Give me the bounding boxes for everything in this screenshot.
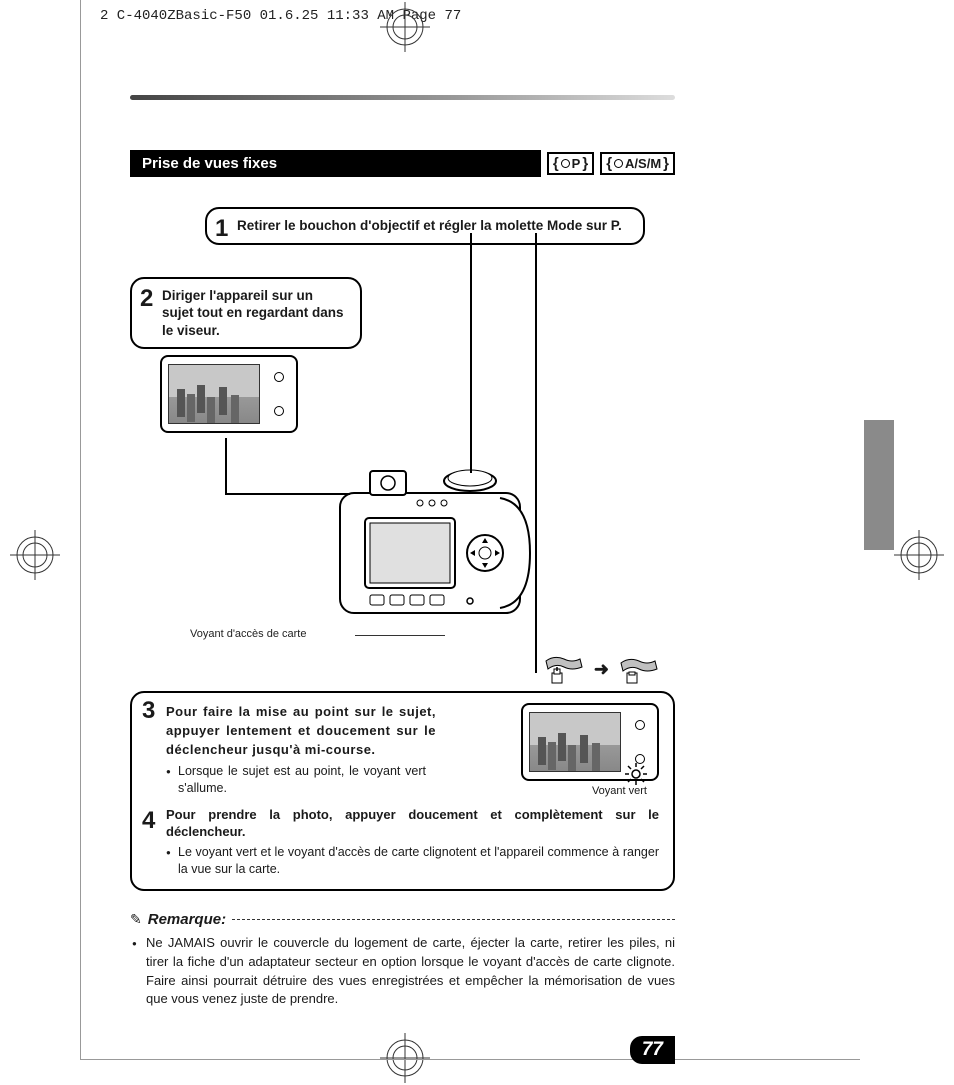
remarque-rule bbox=[232, 919, 675, 920]
step-1-text: Retirer le bouchon d'objectif et régler … bbox=[237, 218, 622, 233]
step-4-bullet: Le voyant vert et le voyant d'accès de c… bbox=[166, 844, 659, 879]
camera-illustration-area: Voyant d'accès de carte bbox=[130, 453, 675, 653]
viewfinder-illustration bbox=[160, 355, 298, 433]
green-led-label: Voyant vert bbox=[592, 785, 647, 797]
mode-badge-asm: {A/S/M} bbox=[600, 152, 675, 175]
section-title: Prise de vues fixes bbox=[130, 150, 541, 177]
section-header: Prise de vues fixes {P} {A/S/M} bbox=[130, 150, 675, 177]
pencil-icon: ✎ bbox=[130, 911, 142, 928]
step-1-number: 1 bbox=[215, 213, 228, 244]
step-2-box: 2 Diriger l'appareil sur un sujet tout e… bbox=[130, 277, 362, 350]
registration-mark-right bbox=[894, 530, 944, 580]
connector-1 bbox=[225, 438, 227, 493]
gradient-rule bbox=[130, 95, 675, 100]
page-content: Prise de vues fixes {P} {A/S/M} 1 Retire… bbox=[130, 95, 675, 1009]
step-3-text: Pour faire la mise au point sur le sujet… bbox=[166, 703, 436, 760]
side-tab bbox=[864, 420, 894, 550]
connector-3 bbox=[535, 233, 537, 673]
step-2-text: Diriger l'appareil sur un sujet tout en … bbox=[162, 288, 344, 338]
page-number: 77 bbox=[630, 1036, 675, 1064]
step-1-box: 1 Retirer le bouchon d'objectif et régle… bbox=[205, 207, 645, 245]
mini-viewfinder bbox=[521, 703, 659, 781]
mode-badge-p: {P} bbox=[547, 152, 594, 175]
remarque-header: ✎ Remarque: bbox=[130, 911, 675, 928]
mini-viewfinder-image bbox=[529, 712, 621, 772]
connector-2 bbox=[470, 233, 472, 473]
remarque-title: Remarque: bbox=[148, 911, 226, 928]
camera-illustration bbox=[320, 453, 540, 633]
card-access-leader bbox=[355, 635, 445, 636]
remarque-text: Ne JAMAIS ouvrir le couvercle du logemen… bbox=[130, 934, 675, 1009]
arrow-icon: ➜ bbox=[594, 659, 609, 680]
viewfinder-leds bbox=[274, 372, 284, 416]
card-access-label: Voyant d'accès de carte bbox=[190, 628, 306, 640]
registration-mark-left bbox=[10, 530, 60, 580]
step-4-text: Pour prendre la photo, appuyer doucement… bbox=[166, 806, 659, 841]
connector-1b bbox=[225, 493, 350, 495]
half-press-icon bbox=[542, 653, 586, 685]
full-press-icon bbox=[617, 653, 661, 685]
step-3-number: 3 bbox=[142, 697, 155, 725]
mini-viewfinder-leds bbox=[635, 720, 645, 764]
step-4-number: 4 bbox=[142, 807, 155, 835]
shutter-press-icons: ➜ bbox=[542, 653, 661, 685]
step-2-number: 2 bbox=[140, 283, 153, 314]
step-3-bullet: Lorsque le sujet est au point, le voyant… bbox=[166, 763, 426, 798]
green-led-icon bbox=[623, 761, 649, 787]
step-3-4-box: ➜ 3 Pour faire la mise au point sur le s… bbox=[130, 691, 675, 891]
viewfinder-image bbox=[168, 364, 260, 424]
